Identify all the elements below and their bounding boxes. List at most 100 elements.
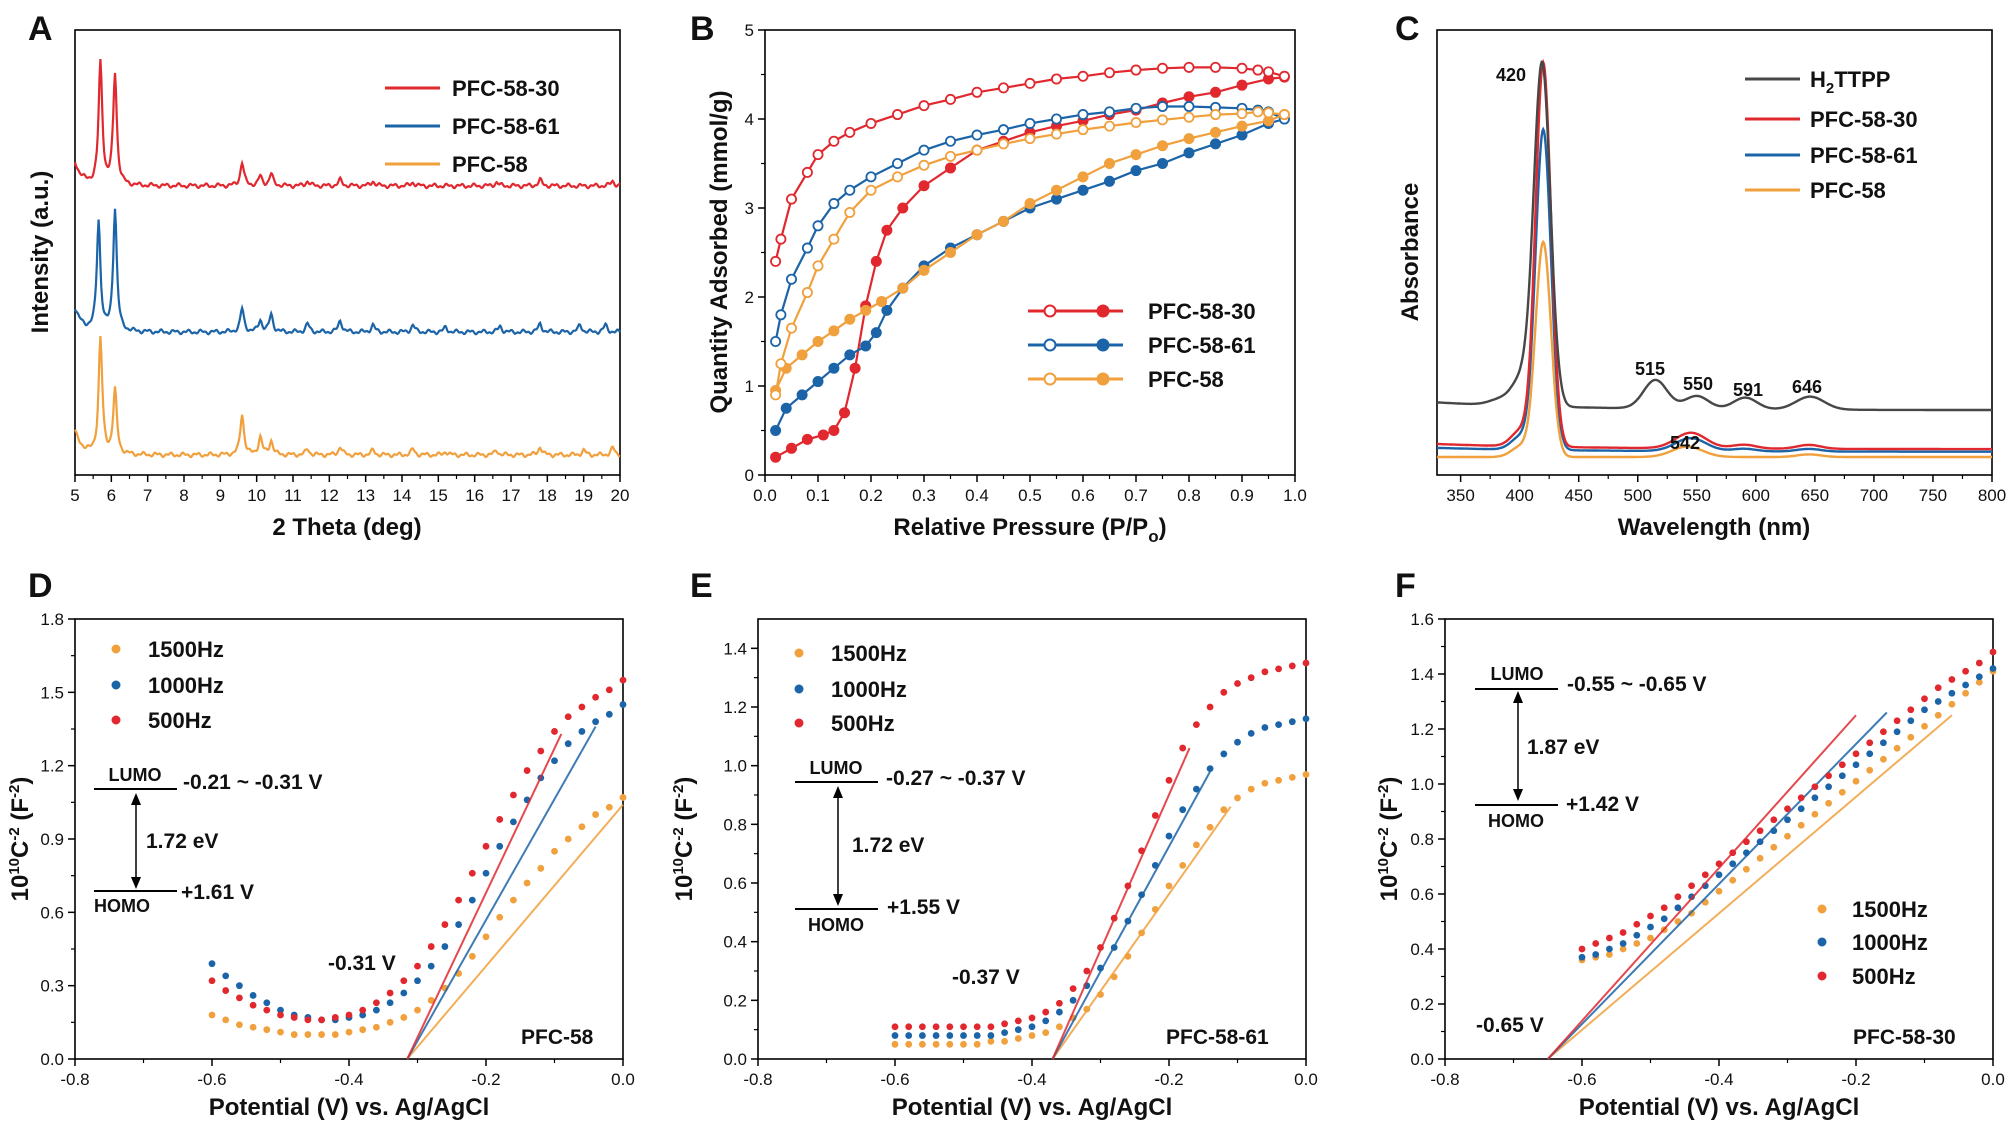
data-point (946, 1023, 954, 1031)
x-tick-label: 0.3 (912, 486, 936, 505)
data-point (1110, 973, 1118, 981)
data-point (1633, 940, 1641, 947)
data-point (1183, 61, 1195, 73)
data-point (619, 794, 627, 801)
data-point (1660, 915, 1668, 923)
data-point (564, 713, 572, 721)
data-point (775, 358, 787, 370)
data-point (1179, 806, 1187, 814)
panel-b-x-label: Relative Pressure (P/Po) (893, 514, 1166, 546)
data-point (971, 144, 983, 156)
x-tick-label: 14 (393, 486, 412, 505)
spectrum-h2ttpp (1437, 60, 1992, 412)
data-point (277, 1006, 284, 1014)
data-point (414, 1006, 421, 1014)
legend-marker-500hz (111, 715, 121, 725)
panel-d-y-label: 1010C-2 (F-2) (6, 777, 34, 902)
data-point (1104, 175, 1116, 187)
data-point (775, 309, 787, 321)
data-point (812, 376, 824, 388)
data-point (1606, 945, 1613, 953)
peak-label-515: 515 (1635, 359, 1665, 379)
data-point (1097, 944, 1104, 951)
data-point (1024, 133, 1036, 145)
legend-filled-marker-pfc-58-30 (1096, 304, 1110, 318)
data-point (892, 109, 904, 121)
x-tick-label: 600 (1742, 486, 1770, 505)
data-point (897, 282, 909, 294)
y-tick-label: 0.6 (723, 874, 747, 893)
panel-e-series (891, 659, 1310, 1060)
data-point (1252, 64, 1264, 76)
data-point (1811, 810, 1819, 818)
flatband-potential-label: -0.65 V (1476, 1014, 1544, 1037)
x-tick-label: 0.0 (753, 486, 777, 505)
data-point (844, 184, 856, 196)
y-tick-label: 0.0 (723, 1050, 747, 1069)
y-tick-label: 1.0 (723, 757, 747, 776)
data-point (1811, 794, 1819, 802)
data-point (918, 144, 930, 156)
data-point (1042, 1029, 1050, 1036)
data-point (1261, 779, 1269, 787)
panel-d-letter: D (28, 567, 53, 605)
data-point (817, 429, 829, 441)
y-tick-label: 0.0 (1410, 1050, 1434, 1069)
data-point (1825, 783, 1832, 791)
data-point (441, 921, 449, 928)
panel-e-y-label: 1010C-2 (F-2) (670, 777, 698, 902)
x-tick-label: -0.2 (1154, 1070, 1183, 1089)
fit-line-500hz (1051, 747, 1191, 1060)
panel-f-legend: 1500Hz 1000Hz 500Hz (1817, 897, 1928, 989)
data-point (1042, 1017, 1050, 1025)
flatband-potential-label: -0.37 V (952, 966, 1020, 989)
data-point (1104, 120, 1116, 132)
data-point (1024, 117, 1036, 129)
data-point (1110, 914, 1118, 922)
isotherm-desorption-pfc-58-30 (774, 66, 1285, 262)
legend-open-marker-pfc-58-30 (1043, 304, 1057, 318)
data-point (605, 710, 613, 718)
panel-c-x-label: Wavelength (nm) (1618, 514, 1810, 541)
data-point (796, 349, 808, 361)
data-point (1247, 785, 1255, 793)
data-point (973, 1023, 981, 1031)
fit-line-500hz (1547, 714, 1857, 1060)
data-point (987, 1038, 995, 1045)
series-pfc-58-30 (73, 59, 621, 190)
data-point (592, 811, 599, 818)
data-point (1770, 827, 1778, 835)
data-point (510, 791, 517, 799)
panel-f-x-label: Potential (V) vs. Ag/AgCl (1579, 1094, 1859, 1121)
data-point (414, 962, 421, 970)
data-point (1165, 882, 1173, 890)
x-tick-label: -0.2 (1841, 1070, 1870, 1089)
data-point (386, 999, 394, 1007)
data-point (400, 977, 408, 985)
data-point (1028, 1023, 1036, 1031)
legend-marker-500hz (794, 718, 804, 728)
data-point (844, 126, 856, 138)
data-point (786, 193, 798, 205)
data-point (891, 1040, 899, 1048)
data-point (1104, 67, 1116, 79)
panel-d-band-diagram: LUMO -0.21 ~ -0.31 V 1.72 eV HOMO +1.61 … (94, 765, 323, 916)
data-point (290, 1031, 298, 1038)
panel-b: B 0.0 0.1 0.2 0.3 0.4 0.5 0.6 0.7 0.8 0.9 1.0 0 1 2 3 4… (690, 10, 1307, 546)
x-tick-label: -0.8 (60, 1070, 89, 1089)
data-point (1157, 101, 1169, 113)
data-point (973, 1040, 981, 1048)
peak-label-591: 591 (1733, 380, 1763, 400)
data-point (208, 960, 216, 968)
panel-c-peak-labels: 420 515 550 591 646 542 (1496, 65, 1822, 453)
data-point (1275, 721, 1282, 728)
data-point (277, 1011, 284, 1019)
data-point (1001, 1038, 1008, 1045)
panel-d-x-label: Potential (V) vs. Ag/AgCl (209, 1094, 489, 1121)
data-point (468, 869, 476, 877)
data-point (1151, 862, 1159, 869)
x-tick-label: 17 (502, 486, 521, 505)
data-point (1077, 184, 1089, 196)
panel-c: C 350 400 450 500 550 600 650 700 750 800 Wavelen… (1395, 10, 2006, 541)
panel-f: F -0.8 -0.6 -0.4 -0.2 0.0 0.0 0.2 0.4 0.6 0.8 1.0 1… (1375, 567, 2005, 1121)
